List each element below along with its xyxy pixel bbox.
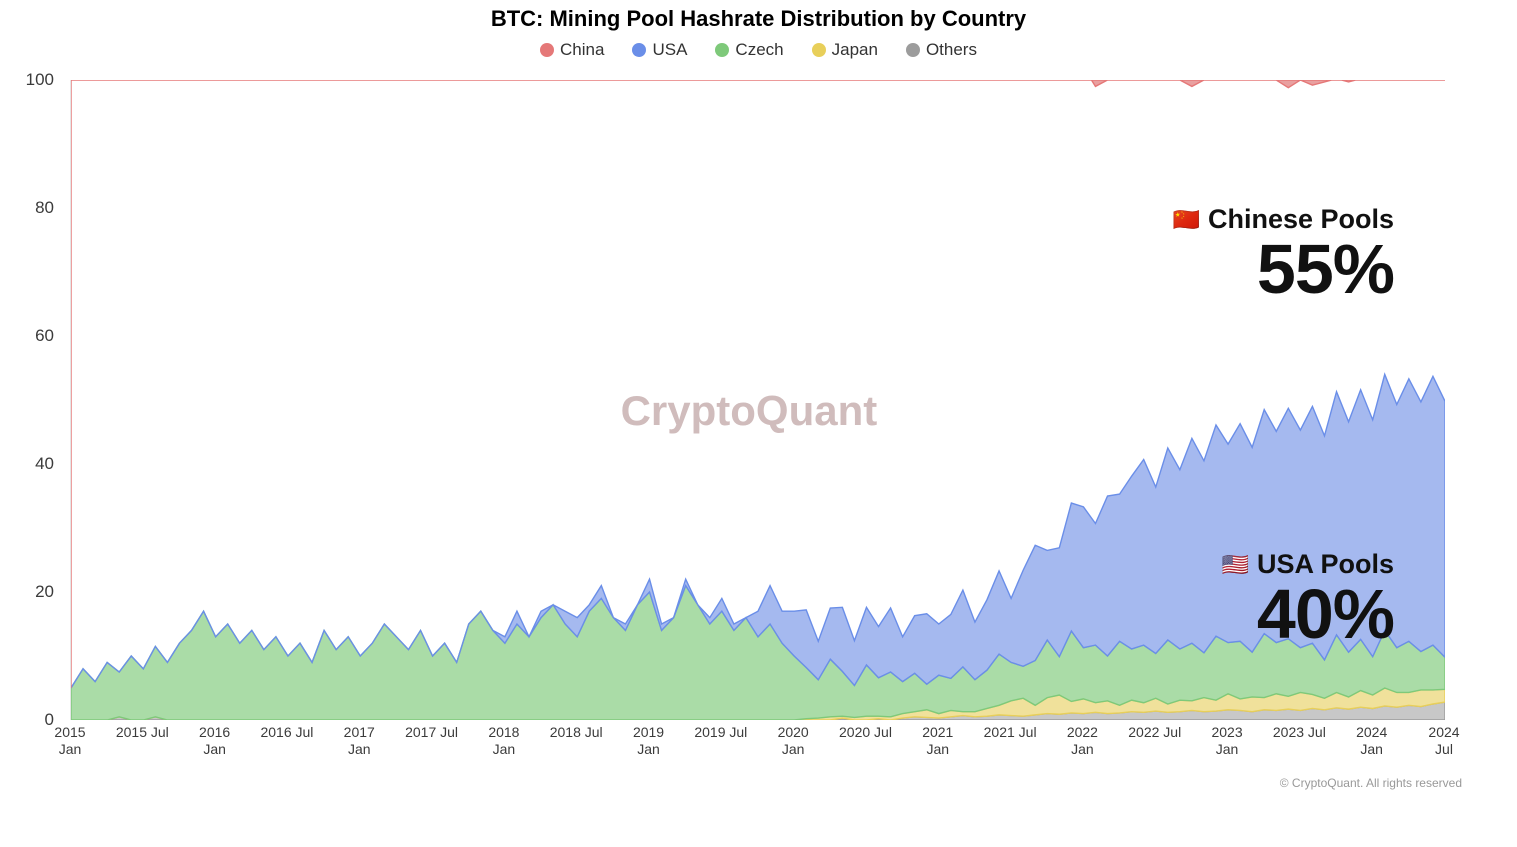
legend-label: China: [560, 40, 604, 60]
legend-item-others[interactable]: Others: [906, 40, 977, 60]
x-tick: 2023 Jan: [1211, 724, 1242, 758]
y-tick: 20: [35, 582, 54, 602]
legend: China USA Czech Japan Others: [0, 40, 1517, 60]
legend-label: Others: [926, 40, 977, 60]
copyright: © CryptoQuant. All rights reserved: [1280, 776, 1462, 790]
x-tick: 2020 Jan: [778, 724, 809, 758]
x-axis: 2015 Jan2015 Jul2016 Jan2016 Jul2017 Jan…: [70, 724, 1444, 774]
legend-dot-icon: [632, 43, 646, 57]
legend-item-czech[interactable]: Czech: [715, 40, 783, 60]
x-tick: 2022 Jan: [1067, 724, 1098, 758]
x-tick: 2017 Jul: [405, 724, 458, 741]
x-tick: 2018 Jul: [550, 724, 603, 741]
legend-label: Czech: [735, 40, 783, 60]
legend-label: Japan: [832, 40, 878, 60]
x-tick: 2024 Jan: [1356, 724, 1387, 758]
x-tick: 2021 Jan: [922, 724, 953, 758]
legend-dot-icon: [906, 43, 920, 57]
legend-dot-icon: [715, 43, 729, 57]
x-tick: 2024 Jul: [1428, 724, 1459, 758]
x-tick: 2018 Jan: [488, 724, 519, 758]
chart-container: 020406080100 CryptoQuant 🇨🇳Chinese Pools…: [12, 80, 1502, 800]
x-tick: 2015 Jul: [116, 724, 169, 741]
y-tick: 40: [35, 454, 54, 474]
y-tick: 80: [35, 198, 54, 218]
x-tick: 2017 Jan: [344, 724, 375, 758]
legend-dot-icon: [540, 43, 554, 57]
x-tick: 2019 Jul: [694, 724, 747, 741]
x-tick: 2023 Jul: [1273, 724, 1326, 741]
y-tick: 0: [45, 710, 54, 730]
legend-item-usa[interactable]: USA: [632, 40, 687, 60]
chart-title: BTC: Mining Pool Hashrate Distribution b…: [0, 0, 1517, 32]
legend-item-japan[interactable]: Japan: [812, 40, 878, 60]
y-tick: 100: [26, 70, 54, 90]
x-tick: 2019 Jan: [633, 724, 664, 758]
legend-item-china[interactable]: China: [540, 40, 604, 60]
x-tick: 2022 Jul: [1128, 724, 1181, 741]
x-tick: 2016 Jan: [199, 724, 230, 758]
x-tick: 2021 Jul: [984, 724, 1037, 741]
y-axis: 020406080100: [12, 80, 62, 720]
legend-dot-icon: [812, 43, 826, 57]
x-tick: 2015 Jan: [54, 724, 85, 758]
legend-label: USA: [652, 40, 687, 60]
y-tick: 60: [35, 326, 54, 346]
plot-area: CryptoQuant 🇨🇳Chinese Pools55%🇺🇸USA Pool…: [70, 80, 1444, 720]
x-tick: 2020 Jul: [839, 724, 892, 741]
stacked-area-svg: [71, 80, 1445, 720]
x-tick: 2016 Jul: [260, 724, 313, 741]
